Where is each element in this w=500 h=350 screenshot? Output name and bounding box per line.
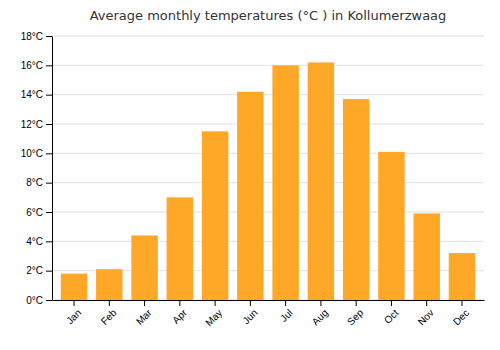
x-tick-label: Aug xyxy=(310,307,330,327)
y-tick: 4°C xyxy=(26,236,52,247)
x-tick-label: Nov xyxy=(416,307,436,327)
x-axis-line xyxy=(53,300,485,301)
bar xyxy=(378,152,404,300)
y-axis-line xyxy=(52,37,53,301)
bar xyxy=(413,213,439,300)
y-tick-mark xyxy=(46,65,52,66)
x-tick: Nov xyxy=(416,300,436,327)
grid-line xyxy=(52,153,484,154)
y-tick-mark xyxy=(46,36,52,37)
x-tick-mark xyxy=(356,300,357,306)
y-tick-mark xyxy=(46,212,52,213)
x-axis: Jan Feb Mar Apr May Jun Jul Aug Sep Oct Nov Dec xyxy=(53,300,485,328)
y-tick-label: 4°C xyxy=(26,236,43,247)
bars xyxy=(61,62,475,300)
x-tick-mark xyxy=(109,300,110,306)
x-tick-mark xyxy=(320,300,321,306)
x-tick-label: Feb xyxy=(99,307,119,327)
y-tick: 14°C xyxy=(21,89,52,100)
x-tick-label: May xyxy=(203,307,224,328)
x-tick-label: Dec xyxy=(451,307,471,327)
x-tick-mark xyxy=(461,300,462,306)
grid-line xyxy=(52,124,484,125)
x-tick-label: Apr xyxy=(170,307,189,326)
x-tick: Aug xyxy=(310,300,330,327)
y-tick-mark xyxy=(46,241,52,242)
grid-line xyxy=(52,36,484,37)
x-tick: Oct xyxy=(382,300,401,326)
bar xyxy=(96,269,122,300)
grid-line xyxy=(52,65,484,66)
x-tick-mark xyxy=(74,300,75,306)
y-tick-label: 8°C xyxy=(26,177,43,188)
bar xyxy=(202,131,228,300)
x-tick: Jan xyxy=(64,300,83,326)
x-tick: Apr xyxy=(170,300,189,326)
x-tick-mark xyxy=(391,300,392,306)
bar xyxy=(167,197,193,300)
y-tick-label: 16°C xyxy=(21,60,43,71)
y-tick: 10°C xyxy=(21,148,52,159)
x-tick-mark xyxy=(179,300,180,306)
y-tick-mark xyxy=(46,271,52,272)
bar xyxy=(272,65,298,300)
plot: 0°C 2°C 4°C 6°C 8°C 10°C 12°C 14°C 16°C 18°C Jan Fe… xyxy=(21,31,485,329)
x-tick-label: Jan xyxy=(64,307,83,326)
y-tick: 6°C xyxy=(26,207,52,218)
y-tick-mark xyxy=(46,183,52,184)
bar xyxy=(61,274,87,300)
grid xyxy=(52,36,484,300)
bar xyxy=(131,235,157,300)
x-tick-mark xyxy=(215,300,216,306)
y-tick-label: 6°C xyxy=(26,207,43,218)
title: Average monthly temperatures (°C ) in Ko… xyxy=(90,8,447,23)
y-tick-label: 0°C xyxy=(26,295,43,306)
bar xyxy=(308,62,334,300)
x-tick-mark xyxy=(426,300,427,306)
y-axis: 0°C 2°C 4°C 6°C 8°C 10°C 12°C 14°C 16°C 18°C xyxy=(21,31,53,306)
x-tick-mark xyxy=(285,300,286,306)
y-tick-mark xyxy=(46,124,52,125)
y-tick-label: 18°C xyxy=(21,31,43,42)
y-tick-label: 10°C xyxy=(21,148,43,159)
y-tick-mark xyxy=(46,153,52,154)
grid-line xyxy=(52,212,484,213)
x-tick: Mar xyxy=(134,300,154,327)
y-tick: 18°C xyxy=(21,31,52,42)
x-tick: Feb xyxy=(99,300,119,327)
x-tick: May xyxy=(203,300,224,328)
x-tick-mark xyxy=(144,300,145,306)
x-tick-label: Jul xyxy=(278,307,295,324)
x-tick-label: Oct xyxy=(382,307,401,326)
x-tick-label: Jun xyxy=(240,307,259,326)
x-tick-label: Mar xyxy=(134,307,154,327)
y-tick: 16°C xyxy=(21,60,52,71)
grid-line xyxy=(52,182,484,183)
x-tick: Jun xyxy=(240,300,259,326)
x-tick: Dec xyxy=(451,300,471,327)
chart: 0°C 2°C 4°C 6°C 8°C 10°C 12°C 14°C 16°C 18°C Jan Fe… xyxy=(0,0,500,350)
x-tick-label: Sep xyxy=(345,307,366,328)
x-tick-mark xyxy=(250,300,251,306)
bar xyxy=(343,99,369,300)
y-tick: 8°C xyxy=(26,177,52,188)
y-tick-mark xyxy=(46,95,52,96)
y-tick-mark xyxy=(46,300,52,301)
y-tick: 12°C xyxy=(21,119,52,130)
x-tick: Sep xyxy=(345,300,366,327)
x-tick: Jul xyxy=(278,300,295,324)
y-tick-label: 2°C xyxy=(26,265,43,276)
bar xyxy=(237,92,263,300)
bar xyxy=(449,253,475,300)
y-tick-label: 12°C xyxy=(21,119,43,130)
grid-line xyxy=(52,94,484,95)
y-tick-label: 14°C xyxy=(21,89,43,100)
y-tick: 2°C xyxy=(26,265,52,276)
y-tick: 0°C xyxy=(26,295,52,306)
